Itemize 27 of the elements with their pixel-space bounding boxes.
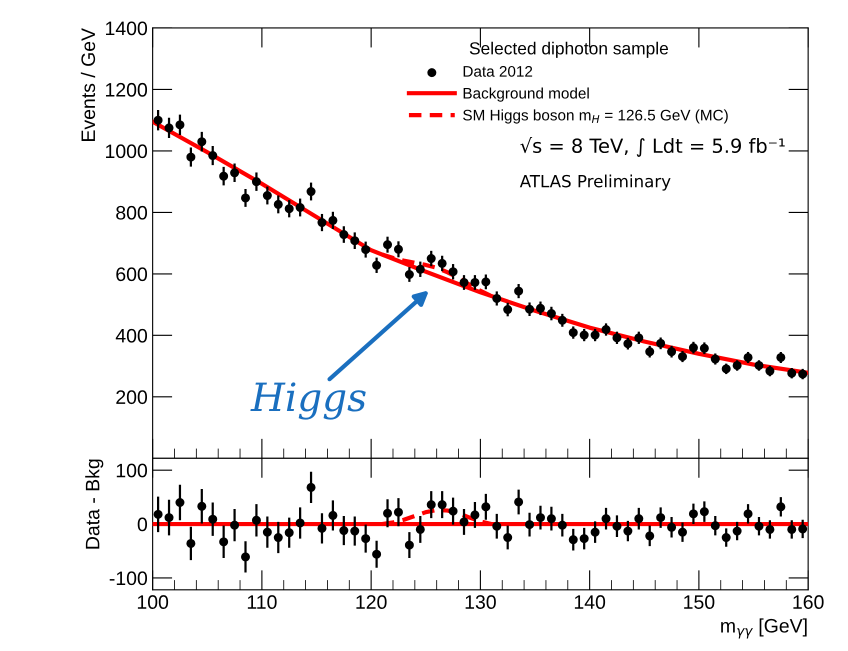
y-axis-title: Events / GeV <box>80 28 96 141</box>
legend-title: Selected diphoton sample <box>470 42 668 58</box>
y-tick-label: 1400 <box>106 21 148 36</box>
annotation: ATLAS Preliminary <box>520 174 671 191</box>
y-tick-label: 0 <box>138 518 148 532</box>
legend-label: Background model <box>464 87 589 102</box>
y-tick-label: 1000 <box>106 144 148 158</box>
x-tick-label: 110 <box>248 595 277 609</box>
legend-label: SM Higgs boson m$_{H}$ = 126.5 GeV (MC) <box>463 109 728 124</box>
x-axis-title: m$_{γγ}$ [GeV] <box>721 618 807 638</box>
x-tick-label: 140 <box>574 595 606 609</box>
y-tick-label: 800 <box>116 206 148 220</box>
x-tick-label: 130 <box>466 595 496 609</box>
y-tick-label: 100 <box>116 464 148 478</box>
y-tick-label: 400 <box>116 328 148 343</box>
annotation: Higgs <box>250 382 366 420</box>
legend-label: Data 2012 <box>464 66 532 77</box>
x-tick-label: 160 <box>793 595 824 609</box>
annotation: √s = 8 TeV, ∫ Ldt = 5.9 fb⁻¹ <box>520 137 785 157</box>
y-tick-label: 200 <box>116 390 148 404</box>
y-tick-label: 600 <box>116 267 148 282</box>
x-tick-label: 100 <box>138 595 168 609</box>
y-axis-title: Data - Bkg <box>85 460 104 549</box>
x-tick-label: 150 <box>684 595 714 609</box>
x-tick-label: 120 <box>356 595 387 609</box>
y-tick-label: -100 <box>110 571 148 586</box>
y-tick-label: 1200 <box>106 82 148 97</box>
